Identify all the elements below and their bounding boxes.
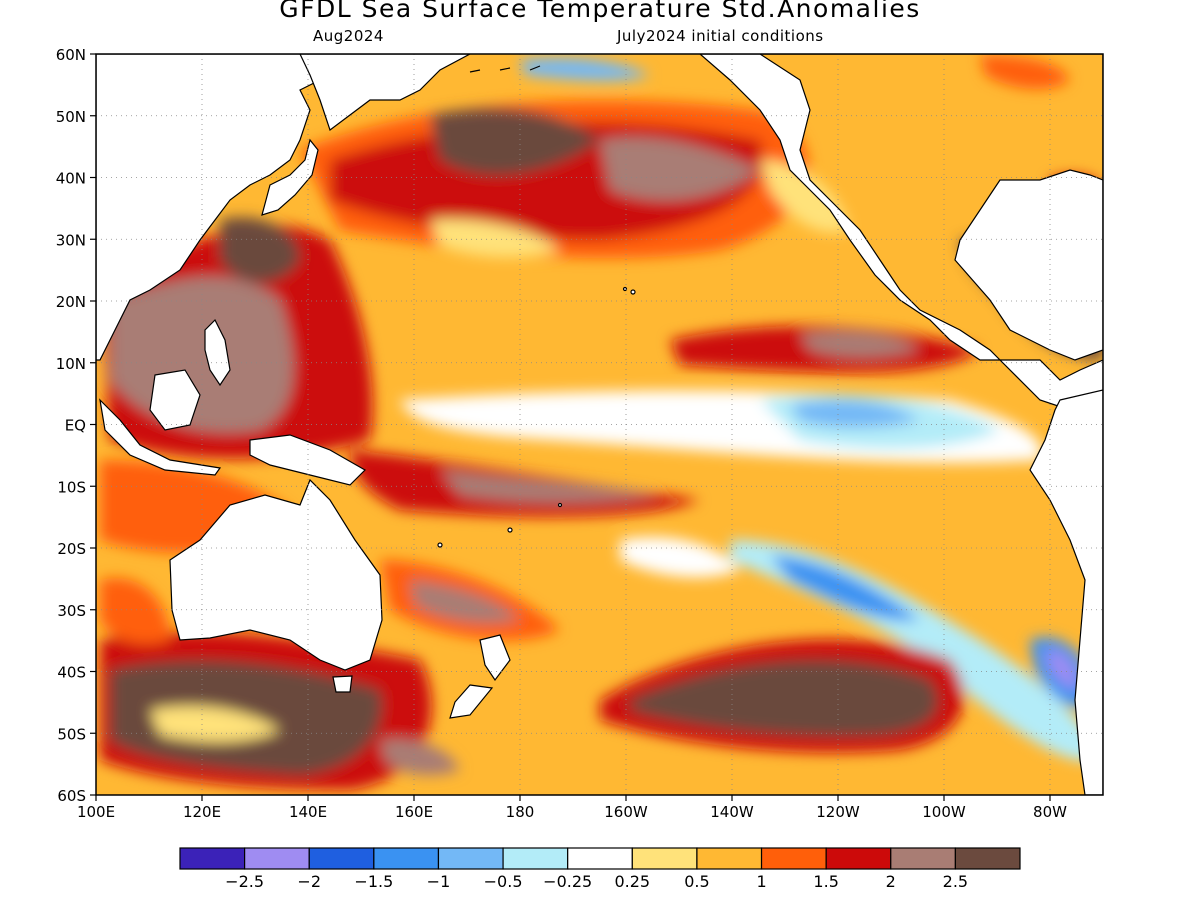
colorbar-swatch	[825, 847, 892, 870]
colorbar-label: 2	[886, 872, 896, 891]
lon-tick-label: 140W	[710, 803, 754, 821]
colorbar-swatch	[954, 847, 1021, 870]
colorbar-label: −2.5	[225, 872, 264, 891]
lon-tick-label: 120E	[183, 803, 221, 821]
colorbar-label: −1.5	[354, 872, 393, 891]
lon-tick-label: 100E	[77, 803, 115, 821]
colorbar-swatch	[760, 847, 827, 870]
colorbar-swatch	[308, 847, 375, 870]
lat-tick-label: 30N	[56, 231, 86, 249]
colorbar-label: −1	[427, 872, 451, 891]
longitude-axis: 100E 120E 140E 160E 180 160W 140W 120W 100W 80W	[77, 795, 1067, 821]
colorbar-swatch	[696, 847, 763, 870]
colorbar-swatch	[567, 847, 633, 870]
colorbar-swatch	[502, 847, 569, 870]
lat-tick-label: 20S	[57, 540, 86, 558]
lat-tick-label: 40S	[57, 664, 86, 682]
lon-tick-label: 120W	[816, 803, 860, 821]
lon-tick-label: 140E	[289, 803, 327, 821]
lon-tick-label: 160W	[604, 803, 648, 821]
lat-tick-label: 60S	[57, 787, 86, 805]
lat-tick-label: 10N	[56, 355, 86, 373]
colorbar-swatch	[244, 847, 310, 870]
lon-tick-label: 80W	[1033, 803, 1067, 821]
colorbar-label: −0.5	[484, 872, 523, 891]
colorbar-label: 0.5	[684, 872, 709, 891]
colorbar-label: −2	[297, 872, 321, 891]
forecast-month: Aug2024	[313, 27, 384, 45]
colorbar-swatch	[631, 847, 698, 870]
colorbar-swatch	[179, 847, 246, 870]
colorbar-label: 2.5	[943, 872, 968, 891]
colorbar-label: 0.25	[614, 872, 650, 891]
map-title: GFDL Sea Surface Temperature Std.Anomali…	[279, 0, 921, 23]
lon-tick-label: 160E	[395, 803, 433, 821]
colorbar-label: −0.25	[543, 872, 592, 891]
lat-tick-label: EQ	[65, 417, 86, 435]
lon-tick-label: 180	[506, 803, 535, 821]
colorbar-swatch	[373, 847, 440, 870]
latitude-axis: 60N 50N 40N 30N 20N 10N EQ 10S 20S 30S 40S 50S 60S	[56, 46, 96, 805]
lat-tick-label: 60N	[56, 46, 86, 64]
colorbar-swatch	[890, 847, 956, 870]
colorbar-label: 1	[756, 872, 766, 891]
initial-conditions: July2024 initial conditions	[617, 27, 824, 45]
lat-tick-label: 30S	[57, 602, 86, 620]
lat-tick-label: 50S	[57, 725, 86, 743]
anomaly-field	[96, 54, 1103, 795]
land	[96, 54, 1103, 795]
lat-tick-label: 40N	[56, 170, 86, 188]
lat-lon-grid	[96, 54, 1103, 795]
colorbar-label: 1.5	[813, 872, 838, 891]
lon-tick-label: 100W	[922, 803, 966, 821]
lat-tick-label: 10S	[57, 478, 86, 496]
lat-tick-label: 20N	[56, 293, 86, 311]
colorbar-swatch	[437, 847, 504, 870]
lat-tick-label: 50N	[56, 108, 86, 126]
